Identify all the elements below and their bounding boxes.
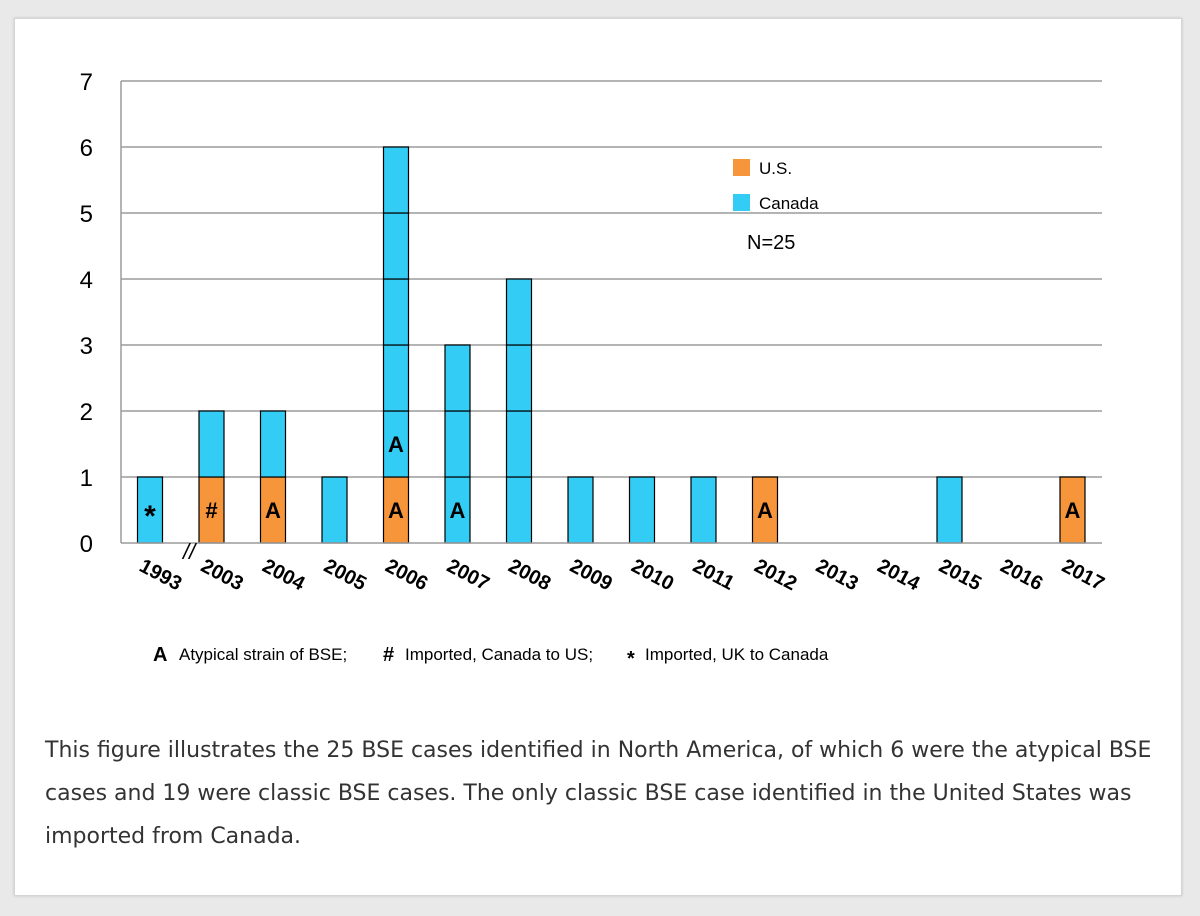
bar-segment-canada-2007	[444, 410, 471, 478]
x-tick-label: 2010	[628, 555, 678, 595]
bar-segment-canada-2011	[690, 476, 717, 544]
bar-segment-canada-2015	[936, 476, 963, 544]
bar-segment-canada-2008	[505, 278, 533, 346]
footnote-symbol-imported-canada: *	[627, 648, 635, 670]
y-tick-label: 5	[80, 201, 93, 228]
footnote-symbol-imported-us: #	[383, 644, 394, 666]
x-tick-label: 2011	[689, 555, 738, 595]
y-tick-label: 6	[80, 135, 93, 162]
legend-swatch-us	[733, 159, 750, 176]
legend-label-us: U.S.	[759, 159, 792, 178]
x-tick-label: 2015	[935, 555, 985, 595]
x-tick-label: 2005	[320, 555, 370, 595]
bar-segment-canada-2008	[505, 344, 533, 412]
bar-marker-1993: *	[144, 500, 156, 533]
bar-segment-canada-2006	[382, 212, 410, 280]
bar-segment-canada-2010	[628, 476, 656, 544]
y-tick-label: 2	[80, 399, 93, 426]
footnote-text-imported-canada: Imported, UK to Canada	[645, 645, 829, 664]
x-tick-label: 2016	[997, 555, 1047, 595]
y-axis-ticks: 0 1 2 3 4 5 6 7	[80, 69, 93, 558]
x-tick-label: 2009	[566, 555, 616, 595]
x-tick-label: 2013	[812, 555, 862, 595]
bar-segment-canada-2003	[198, 410, 225, 478]
y-tick-label: 4	[80, 267, 93, 294]
x-tick-label: 2008	[505, 555, 555, 595]
x-tick-label: 2014	[874, 555, 924, 596]
bar-segment-canada-2006	[382, 410, 410, 478]
x-tick-label: 2003	[197, 555, 247, 595]
bar-markers: * # A A A A A A	[144, 432, 1080, 533]
bar-marker-2017: A	[1065, 498, 1081, 523]
y-tick-label: 3	[80, 333, 93, 360]
axis-break-mark: //	[181, 539, 197, 564]
bar-segment-canada-2006	[382, 278, 410, 346]
legend: U.S. Canada	[733, 159, 819, 213]
axes: //	[120, 81, 1102, 564]
bar-segment-canada-2006	[382, 146, 410, 214]
bar-segment-canada-2004	[259, 410, 287, 478]
x-tick-label: 2004	[259, 555, 309, 596]
bar-segment-canada-2005	[321, 476, 348, 544]
bar-segment-canada-2008	[505, 476, 533, 544]
bar-segment-us-2006	[382, 476, 410, 544]
bar-segment-canada-2007	[444, 344, 471, 412]
bar-segment-canada-2006	[382, 344, 410, 412]
legend-swatch-canada	[733, 194, 750, 211]
y-tick-label: 7	[80, 69, 93, 96]
x-tick-label: 2017	[1058, 555, 1108, 595]
bar-marker-2012: A	[757, 498, 773, 523]
bar-marker-2007: A	[450, 498, 466, 523]
figure-caption: This figure illustrates the 25 BSE cases…	[45, 738, 1152, 849]
footnote-legend: A Atypical strain of BSE; # Imported, Ca…	[153, 644, 829, 670]
footnote-symbol-atypical: A	[153, 644, 167, 666]
x-axis-ticks: 1993 2003 2004 2005 2006 2007 2008 2009 2010 2011…	[136, 555, 1108, 596]
footnote-text-atypical: Atypical strain of BSE;	[179, 645, 347, 664]
bar-segment-canada-2009	[567, 476, 594, 544]
x-tick-label: 2012	[751, 555, 801, 595]
figure-card: 0 1 2 3 4 5 6 7 * # A A A A A A // 1993 2003 2004 2005 200…	[14, 18, 1182, 896]
x-tick-label: 2007	[443, 555, 493, 595]
bar-marker-2004: A	[265, 498, 281, 523]
bse-cases-chart: 0 1 2 3 4 5 6 7 * # A A A A A A // 1993 2003 2004 2005 200…	[80, 69, 1108, 670]
bars	[136, 146, 1086, 544]
footnote-text-imported-us: Imported, Canada to US;	[405, 645, 593, 664]
y-tick-label: 1	[80, 465, 93, 492]
legend-label-canada: Canada	[759, 194, 819, 213]
bar-segment-canada-2008	[505, 410, 533, 478]
x-tick-label: 1993	[136, 555, 186, 595]
bar-marker-2006: A	[388, 432, 404, 457]
bar-marker-2006: A	[388, 498, 404, 523]
bar-marker-2003: #	[205, 498, 217, 523]
sample-size-note: N=25	[747, 232, 795, 254]
x-tick-label: 2006	[382, 555, 432, 595]
bar-segment-us-2012	[751, 476, 779, 544]
y-tick-label: 0	[80, 531, 93, 558]
bar-segment-us-2003	[198, 476, 225, 544]
